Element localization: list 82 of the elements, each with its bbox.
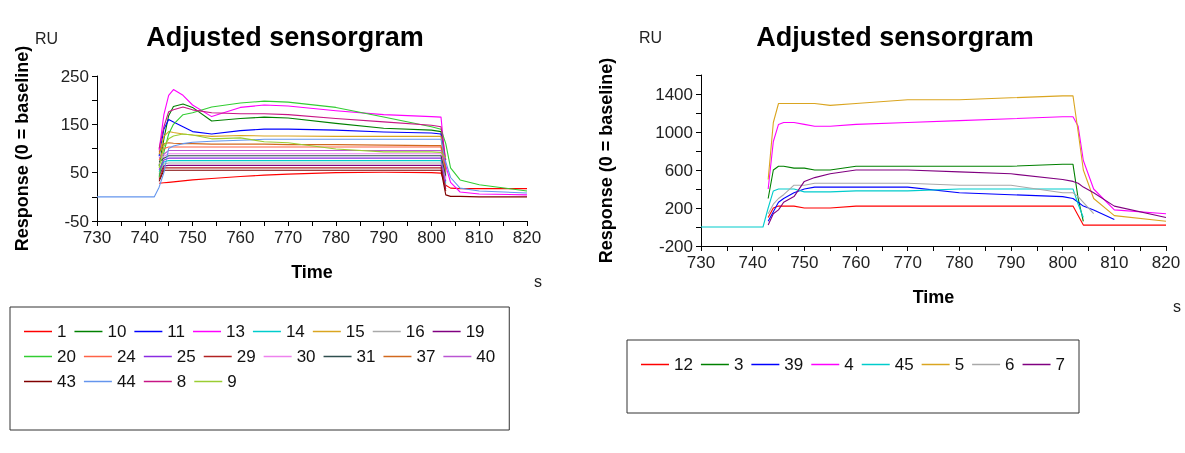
line-series: [767, 163, 1084, 222]
legend-label: 45: [894, 355, 914, 374]
x-tick-label: 760: [841, 253, 871, 272]
x-axis-title: Time: [291, 262, 333, 282]
legend-label: 15: [345, 322, 365, 341]
legend-label: 16: [405, 322, 425, 341]
x-tick-label: 770: [273, 228, 303, 247]
y-tick-label: 50: [70, 163, 89, 183]
line-series: [767, 95, 1167, 222]
y-tick-label: 600: [664, 160, 693, 180]
y-tick-label: -200: [658, 236, 693, 256]
x-tick-label: 820: [512, 228, 542, 247]
legend-label: 44: [116, 372, 136, 391]
legend-label: 24: [116, 347, 136, 366]
legend-label: 20: [57, 347, 76, 366]
line-series: [767, 205, 1167, 226]
legend-label: 12: [674, 355, 693, 374]
x-tick-label: 790: [996, 253, 1026, 272]
x-tick-label: 750: [178, 228, 207, 247]
y-tick-label: 250: [60, 66, 89, 86]
line-series: [767, 182, 1095, 215]
legend-label: 29: [236, 347, 256, 366]
line-series: [767, 169, 1167, 226]
legend-label: 37: [416, 347, 436, 366]
legend-label: 39: [784, 355, 804, 374]
x-tick-label: 740: [130, 228, 159, 247]
line-series: [767, 116, 1167, 215]
line-series: [158, 171, 528, 190]
text: RU: [639, 28, 663, 46]
y-tick-label: -50: [64, 211, 89, 231]
line-series: [158, 133, 447, 169]
legend-label: 6: [1005, 355, 1015, 374]
line-series: [96, 138, 528, 198]
y-axis-title: Response (0 = baseline): [596, 57, 616, 264]
x-tick-label: 780: [321, 228, 351, 247]
y-axis-title: Response (0 = baseline): [12, 45, 32, 252]
y-tick-label: 200: [664, 198, 693, 218]
legend-label: 43: [57, 372, 76, 391]
legend-label: 1: [57, 322, 67, 341]
line-series: [158, 149, 447, 165]
y-tick-label: 1000: [655, 122, 693, 142]
legend-label: 4: [844, 355, 854, 374]
x-tick-label: 800: [417, 228, 446, 247]
x-axis-title: Time: [912, 287, 955, 307]
x-tick-label: 730: [686, 253, 716, 272]
line-series: [158, 169, 528, 198]
x-tick-label: 780: [945, 253, 974, 272]
legend-label: 40: [476, 347, 496, 366]
legend-label: 30: [296, 347, 316, 366]
legend-label: 25: [176, 347, 196, 366]
y-tick-label: 1400: [655, 84, 693, 104]
y-tick-label: 150: [60, 114, 89, 134]
chart-title: Adjusted sensorgram: [756, 21, 1034, 52]
x-tick-label: 750: [790, 253, 819, 272]
x-tick-label: 810: [1100, 253, 1129, 272]
line-series: [767, 186, 1115, 222]
legend-label: 3: [733, 355, 744, 374]
x-tick-label: 740: [738, 253, 767, 272]
legend-label: 14: [285, 322, 305, 341]
x-tick-label: 790: [369, 228, 398, 247]
legend-label: 19: [465, 322, 485, 341]
x-tick-label: 770: [893, 253, 922, 272]
legend-label: 5: [954, 355, 965, 374]
legend-label: 8: [176, 372, 187, 391]
x-tick-label: 800: [1048, 253, 1077, 272]
legend-label: 31: [356, 347, 376, 366]
text: RU: [35, 29, 59, 47]
line-series: [158, 142, 447, 171]
x-tick-label: 820: [1151, 253, 1181, 272]
line-series: [700, 188, 1084, 228]
legend-label: 13: [226, 322, 245, 341]
line-series: [158, 106, 447, 161]
text: s: [1173, 297, 1181, 315]
chart-title: Adjusted sensorgram: [146, 21, 424, 52]
x-tick-label: 730: [82, 228, 112, 247]
x-tick-label: 760: [226, 228, 255, 247]
x-tick-label: 810: [465, 228, 494, 247]
legend-label: 10: [107, 322, 127, 341]
text: s: [534, 272, 542, 290]
legend-label: 7: [1055, 355, 1066, 374]
legend-label: 9: [227, 372, 237, 391]
legend-label: 11: [167, 322, 186, 341]
